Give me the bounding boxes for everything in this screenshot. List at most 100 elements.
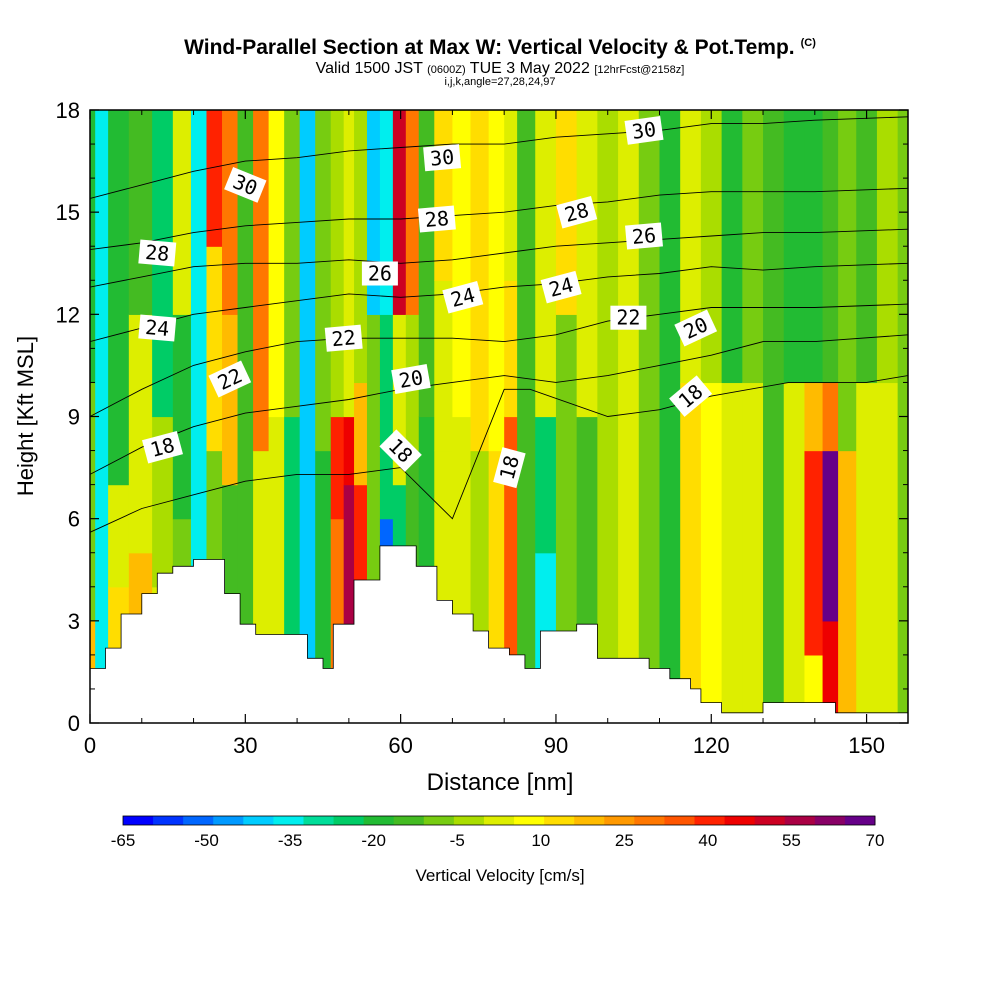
contour-label: 30 (624, 116, 664, 145)
colorbar-tick-label: 55 (782, 831, 801, 850)
velocity-cell (517, 110, 536, 723)
velocity-cell (618, 416, 640, 723)
velocity-cell (128, 110, 153, 315)
velocity-cell (128, 314, 153, 554)
velocity-cell (783, 382, 806, 723)
colorbar-tick-label: -35 (278, 831, 303, 850)
velocity-cell (535, 416, 557, 554)
x-tick-label: 0 (84, 733, 96, 758)
contour-label: 24 (138, 314, 177, 342)
colorbar-swatch (483, 816, 515, 825)
contour-label-box (224, 167, 267, 203)
velocity-cell (222, 314, 239, 486)
contour-label-box (417, 205, 456, 233)
contour-label-box (625, 222, 663, 250)
axes: 0 30 60 90 120 150 0 3 6 9 12 15 18 (56, 98, 908, 758)
colorbar-swatch (724, 816, 756, 825)
colorbar-swatch (754, 816, 786, 825)
velocity-cell (876, 110, 899, 384)
contour-label-text: 28 (144, 240, 170, 266)
velocity-cell (504, 110, 518, 281)
contour-label-text: 24 (144, 315, 170, 341)
contour-label-box (142, 430, 183, 464)
x-tick-label: 60 (388, 733, 412, 758)
theta-contour-line (90, 187, 908, 251)
x-tick-label: 120 (693, 733, 730, 758)
y-tick-label: 9 (68, 405, 80, 430)
velocity-cell (700, 382, 723, 723)
colorbar-swatch (123, 816, 154, 825)
chart-subtitle: Valid 1500 JST (0600Z) TUE 3 May 2022 [1… (0, 60, 1000, 78)
velocity-cell (838, 110, 857, 452)
velocity-cell (222, 110, 239, 315)
colorbar-swatch (664, 816, 696, 825)
velocity-cell (379, 314, 394, 520)
contour-label: 30 (423, 144, 462, 172)
velocity-cell (330, 110, 345, 418)
velocity-cell (504, 280, 518, 418)
velocity-cell (822, 382, 839, 452)
velocity-cell (804, 110, 824, 384)
y-tick-label: 18 (56, 98, 80, 123)
velocity-cell (856, 382, 878, 723)
contour-label-box (493, 447, 526, 489)
y-tick-label: 12 (56, 302, 80, 327)
terrain (90, 545, 908, 723)
velocity-cell (108, 110, 130, 486)
velocity-cell (343, 110, 355, 418)
forecast-info: [12hrFcst@2158z] (594, 64, 685, 76)
theta-contour-line (90, 334, 908, 475)
velocity-cell (90, 382, 96, 622)
velocity-cell (299, 110, 316, 723)
colorbar-swatch (574, 816, 605, 825)
colorbar-swatch (153, 816, 184, 825)
contour-label: 20 (391, 364, 431, 394)
velocity-cell (354, 110, 368, 384)
colorbar-swatch (453, 816, 485, 825)
velocity-cell (108, 484, 130, 588)
velocity-cell (876, 382, 899, 723)
x-tick-label: 150 (848, 733, 885, 758)
contour-label-text: 22 (616, 306, 640, 330)
velocity-cell (822, 110, 839, 384)
colorbar-tick-label: 25 (615, 831, 634, 850)
colorbar-tick-label: 40 (698, 831, 717, 850)
terrain-silhouette (90, 545, 908, 723)
velocity-cell (172, 110, 192, 315)
valid-time: Valid 1500 JST (315, 60, 423, 77)
theta-contour-line (90, 375, 908, 533)
contour-label-box (138, 239, 177, 267)
contour-label-text: 26 (368, 262, 392, 286)
velocity-cell (315, 450, 332, 723)
contour-label: 22 (610, 305, 647, 330)
colorbar-swatch (333, 816, 365, 825)
colorbar-tick-label: -5 (450, 831, 465, 850)
contour-label-box (556, 195, 598, 229)
y-tick-label: 3 (68, 609, 80, 634)
contour-label-box (138, 314, 177, 342)
x-tick-label: 30 (233, 733, 257, 758)
y-tick-label: 6 (68, 507, 80, 532)
contour-label: 28 (138, 239, 177, 267)
colorbar-swatch (544, 816, 575, 825)
colorbar-swatch (363, 816, 395, 825)
colorbar-swatch (604, 816, 635, 825)
velocity-cell (366, 314, 381, 588)
section-params: i,j,k,angle=27,28,24,97 (444, 76, 556, 88)
colorbar-swatch (634, 816, 665, 825)
contour-label-text: 22 (331, 325, 357, 351)
colorbar-tick-label: -65 (111, 831, 136, 850)
velocity-cell (535, 110, 557, 418)
velocity-cell (804, 450, 824, 656)
colorbar: -65 -50 -35 -20 -5 10 25 40 55 70 (111, 815, 884, 850)
velocity-cell (418, 110, 435, 418)
contour-label-box (423, 144, 462, 172)
contour-label-box (208, 360, 252, 398)
velocity-cell (783, 110, 806, 384)
colorbar-swatch (303, 816, 335, 825)
colorbar-frame (122, 815, 876, 826)
contour-label-box (674, 309, 718, 347)
velocity-cell (470, 110, 490, 452)
